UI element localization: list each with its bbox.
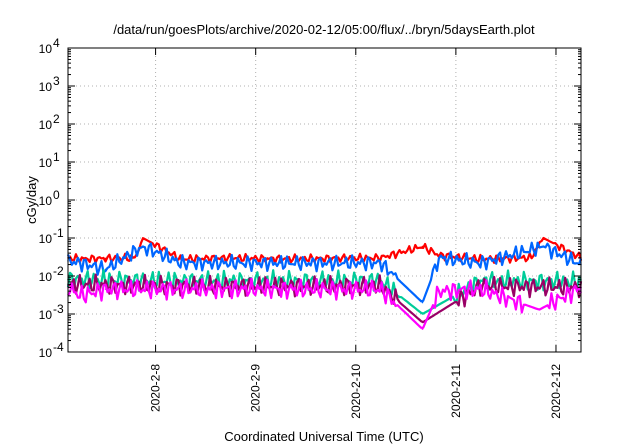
- y-tick-exponent: -4: [53, 340, 64, 354]
- y-tick-label: 10: [39, 232, 53, 246]
- series-line: [67, 236, 583, 265]
- y-tick-label: 10: [39, 308, 53, 322]
- y-tick-label: 10: [39, 80, 53, 94]
- x-tick-label: 2020-2-10: [349, 364, 363, 419]
- series-point: [438, 257, 440, 259]
- series-point: [421, 328, 424, 330]
- series-point: [480, 288, 482, 290]
- y-tick-label: 10: [39, 118, 53, 132]
- series-point: [380, 257, 382, 259]
- series-point: [538, 308, 541, 311]
- series-point: [142, 237, 144, 239]
- series-point: [279, 285, 282, 287]
- x-tick-layer: 2020-2-8 2020-2-9 2020-2-10 2020-2-11 2020-2…: [149, 48, 563, 419]
- series-point: [133, 257, 136, 259]
- y-tick-label: 10: [39, 156, 53, 170]
- series-point: [480, 279, 482, 282]
- series-point: [179, 262, 182, 264]
- y-tick-exponent: 4: [53, 36, 60, 50]
- series-point: [104, 288, 107, 290]
- grid: [68, 48, 581, 352]
- plot-frame: [67, 47, 582, 353]
- y-tick-label: 10: [39, 346, 53, 360]
- series-point: [421, 321, 424, 324]
- series-point: [480, 262, 482, 264]
- series-point: [79, 295, 82, 297]
- chart-title: /data/run/goesPlots/archive/2020-02-12/0…: [113, 22, 535, 37]
- series-point: [438, 290, 440, 292]
- series-point: [380, 288, 382, 290]
- y-tick-label: 10: [39, 194, 53, 208]
- series-point: [279, 262, 282, 264]
- series-point: [179, 279, 182, 282]
- x-tick-label: 2020-2-11: [449, 364, 463, 418]
- y-tick-label: 10: [39, 270, 53, 284]
- y-axis-label: cGy/day: [24, 176, 39, 224]
- series-point: [380, 262, 382, 264]
- y-tick-exponent: -1: [53, 226, 64, 240]
- series-line: [67, 277, 583, 329]
- series-point: [104, 268, 107, 271]
- series-point: [421, 245, 424, 248]
- y-tick-exponent: 3: [53, 74, 60, 88]
- series-point: [530, 257, 532, 259]
- series-point: [104, 257, 107, 260]
- series-point: [542, 237, 545, 239]
- x-tick-label: 2020-2-9: [249, 364, 263, 412]
- series-layer: [66, 236, 583, 330]
- series-point: [421, 313, 424, 315]
- y-tick-exponent: -3: [53, 302, 64, 316]
- series-point: [421, 301, 424, 304]
- y-tick-exponent: 0: [53, 188, 60, 202]
- y-tick-exponent: -2: [53, 264, 64, 278]
- series-line: [66, 241, 583, 303]
- series-point: [279, 288, 282, 290]
- x-tick-label: 2020-2-8: [149, 364, 163, 412]
- y-tick-label: 10: [39, 42, 53, 56]
- series-point: [142, 245, 144, 248]
- y-tick-exponent: 2: [53, 112, 60, 126]
- series-point: [79, 258, 82, 260]
- y-tick-exponent: 1: [53, 150, 60, 164]
- series-point: [179, 288, 182, 290]
- series-point: [79, 262, 82, 264]
- x-axis-label: Coordinated Universal Time (UTC): [224, 429, 423, 444]
- series-point: [542, 245, 545, 248]
- x-tick-label: 2020-2-12: [549, 364, 563, 419]
